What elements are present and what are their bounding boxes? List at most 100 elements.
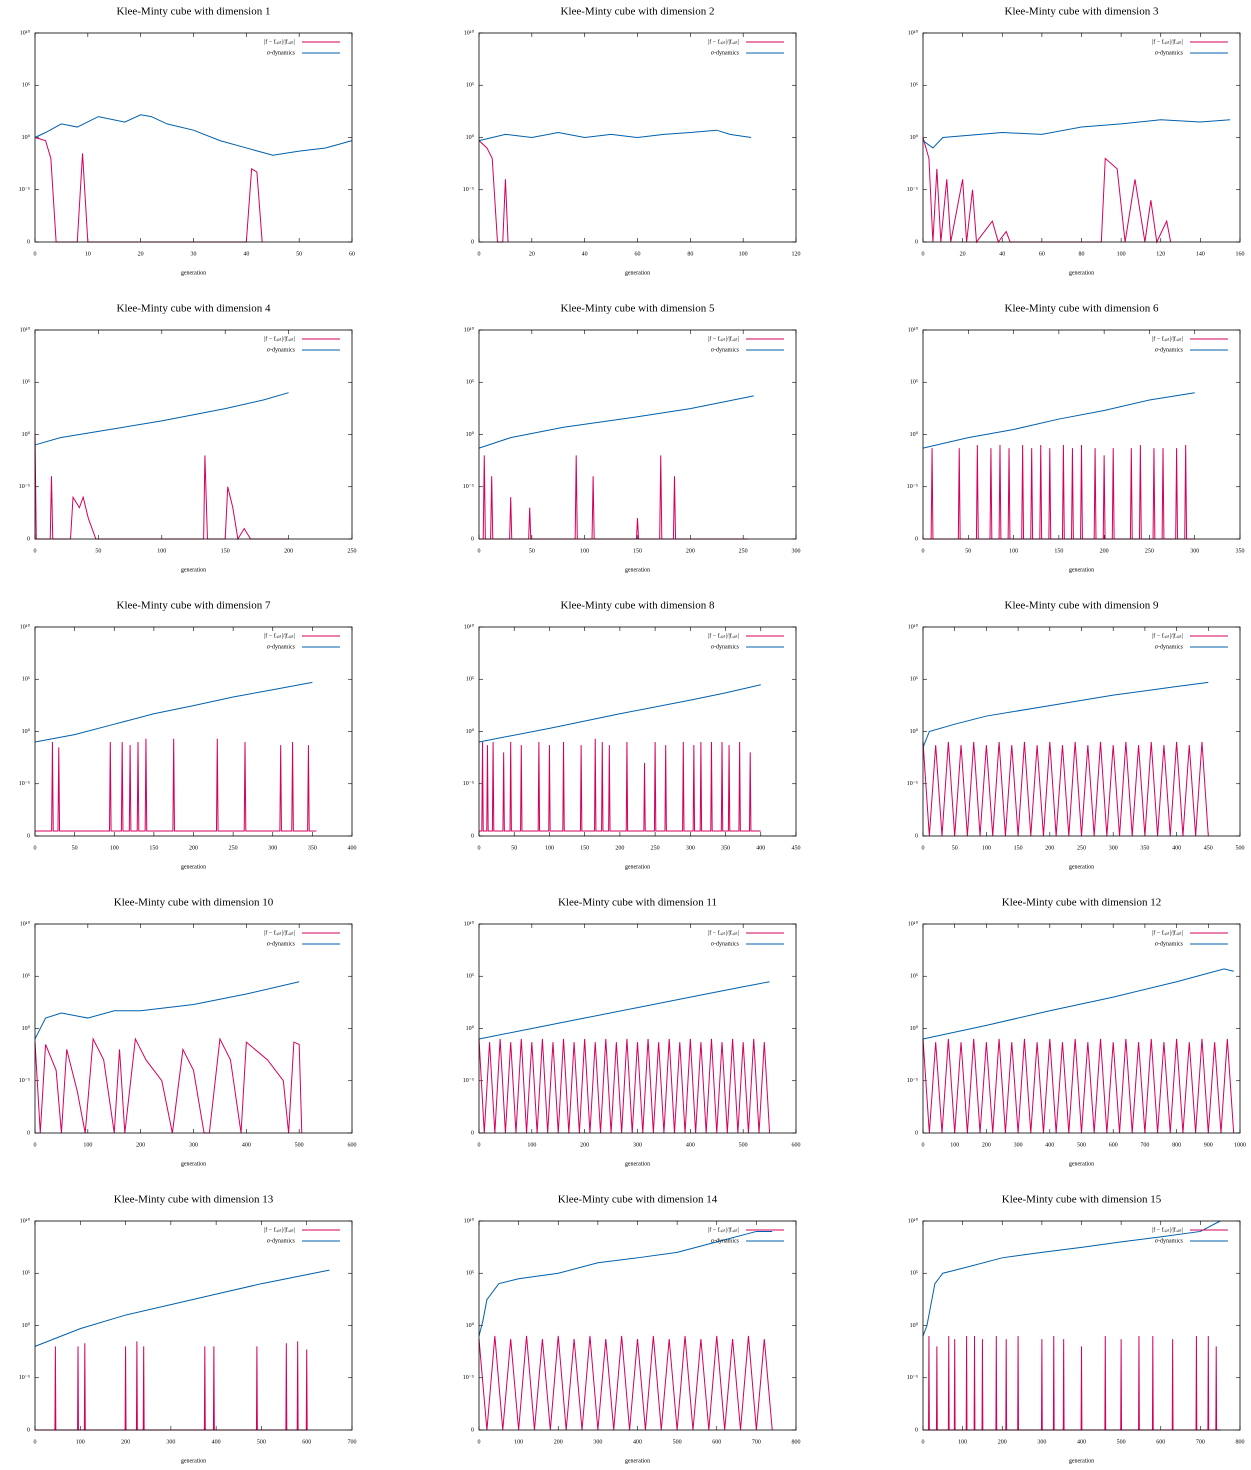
subplot: Klee-Minty cube with dimension 14 0 10⁻⁵ 10… [463,1194,801,1465]
y-tick-label: 10⁵ [910,1271,918,1277]
chart-title: Klee-Minty cube with dimension 1 [117,6,271,18]
x-tick-label: 80 [1079,251,1085,257]
x-tick-label: 100 [950,1142,959,1148]
x-tick-label: 0 [478,251,481,257]
y-tick-label: 10⁰ [910,431,919,438]
y-tick-label: 10⁻⁵ [907,187,918,193]
x-tick-label: 0 [478,1439,481,1445]
y-tick-label: 10¹⁰ [20,623,31,630]
x-tick-label: 400 [1077,1439,1086,1445]
x-tick-label: 0 [34,845,37,851]
plot-frame [922,626,1241,837]
x-tick-label: 80 [687,251,693,257]
y-tick-label: 10¹⁰ [908,1217,919,1224]
y-tick-label: 10⁵ [22,974,30,980]
x-tick-label: 200 [580,1142,589,1148]
y-tick-label: 10¹⁰ [464,29,475,36]
x-tick-label: 700 [752,1439,761,1445]
x-tick-label: 400 [633,1439,642,1445]
data-line [922,1220,1221,1337]
x-tick-label: 100 [580,548,589,554]
x-tick-label: 0 [34,251,37,257]
chart-title: Klee-Minty cube with dimension 10 [114,897,274,909]
x-tick-label: 300 [1014,1142,1023,1148]
x-tick-label: 600 [1156,1439,1165,1445]
subplot: Klee-Minty cube with dimension 3 0 10⁻⁵ 10⁰… [907,6,1245,277]
y-tick-label: 0 [915,1427,918,1433]
legend-label: |f − fₒₚₜ|/|fₒₚₜ| [708,929,739,936]
x-tick-label: 300 [593,1439,602,1445]
x-tick-label: 600 [1109,1142,1118,1148]
x-tick-label: 400 [1172,845,1181,851]
y-tick-label: 10⁻⁵ [463,187,474,193]
x-tick-label: 500 [1117,1439,1126,1445]
legend-label: σ-dynamics [1155,347,1184,353]
x-tick-label: 200 [136,1142,145,1148]
subplot: Klee-Minty cube with dimension 10 0 10⁻⁵ 10… [19,897,357,1168]
subplot: Klee-Minty cube with dimension 9 0 10⁻⁵ 10⁰… [907,600,1245,871]
x-tick-label: 500 [1236,845,1245,851]
x-axis-label: generation [181,1161,206,1167]
y-tick-label: 10⁵ [22,1271,30,1277]
data-line [923,444,1195,540]
chart-title: Klee-Minty cube with dimension 4 [117,303,271,315]
x-tick-label: 120 [1156,251,1165,257]
chart-title: Klee-Minty cube with dimension 7 [117,600,271,612]
x-tick-label: 400 [1045,1142,1054,1148]
x-tick-label: 100 [157,548,166,554]
legend-label: |f − fₒₚₜ|/|fₒₚₜ| [708,1226,739,1233]
x-axis-label: generation [1069,1161,1094,1167]
x-tick-label: 700 [348,1439,357,1445]
chart-title: Klee-Minty cube with dimension 3 [1005,6,1159,18]
y-tick-label: 0 [27,833,30,839]
y-tick-label: 10⁻⁵ [19,1375,30,1381]
x-tick-label: 0 [478,1142,481,1148]
data-line [922,119,1231,149]
x-axis-label: generation [625,270,650,276]
chart-title: Klee-Minty cube with dimension 6 [1005,303,1159,315]
y-tick-label: 10¹⁰ [20,920,31,927]
x-tick-label: 500 [673,1439,682,1445]
data-line [478,684,761,743]
data-line [479,455,749,540]
subplot: Klee-Minty cube with dimension 11 0 10⁻⁵ 10… [463,897,801,1168]
data-line [34,434,289,541]
y-tick-label: 10¹⁰ [464,623,475,630]
x-tick-label: 300 [268,845,277,851]
plot-frame [34,626,353,837]
legend-label: |f − fₒₚₜ|/|fₒₚₜ| [708,38,739,45]
y-tick-label: 0 [27,239,30,245]
data-line [922,137,1172,244]
chart-title: Klee-Minty cube with dimension 9 [1005,600,1159,612]
x-tick-label: 200 [121,1439,130,1445]
y-tick-label: 0 [915,536,918,542]
y-tick-label: 10⁻⁵ [19,1078,30,1084]
y-tick-label: 0 [471,239,474,245]
x-axis-label: generation [181,567,206,573]
x-tick-label: 0 [34,1439,37,1445]
x-tick-label: 350 [1140,845,1149,851]
y-tick-label: 10⁵ [466,974,474,980]
x-tick-label: 0 [478,548,481,554]
x-tick-label: 20 [138,251,144,257]
x-tick-label: 250 [1145,548,1154,554]
y-tick-label: 10⁰ [910,1322,919,1329]
legend-label: σ-dynamics [1155,50,1184,56]
plot-frame [34,329,353,540]
x-tick-label: 100 [110,845,119,851]
y-tick-label: 10⁵ [466,1271,474,1277]
data-line [478,1038,771,1134]
y-tick-label: 10⁻⁵ [907,1375,918,1381]
plot-frame [478,626,797,837]
x-tick-label: 50 [511,845,517,851]
plot-frame [34,923,353,1134]
y-tick-label: 10⁻⁵ [907,781,918,787]
legend-label: |f − fₒₚₜ|/|fₒₚₜ| [1152,929,1183,936]
legend-label: σ-dynamics [1155,644,1184,650]
data-line [922,968,1234,1040]
y-tick-label: 0 [471,833,474,839]
x-tick-label: 450 [1204,845,1213,851]
y-tick-label: 0 [27,1130,30,1136]
legend-label: σ-dynamics [267,941,296,947]
